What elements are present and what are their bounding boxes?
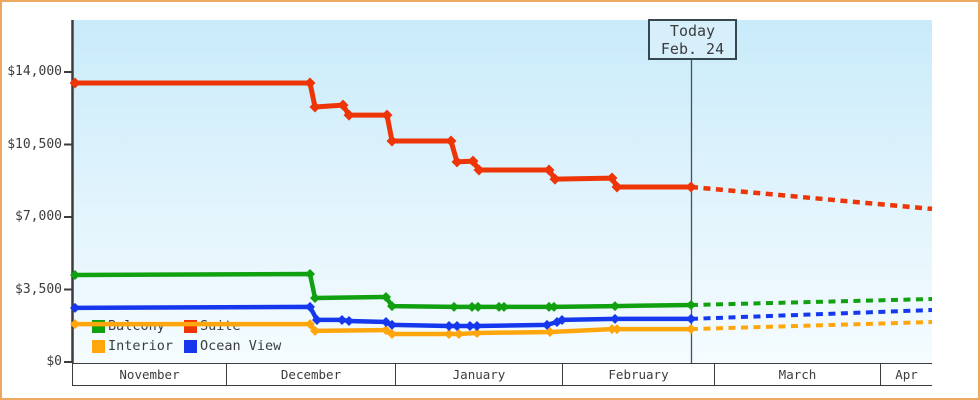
y-axis-tick-label: $10,500 bbox=[7, 136, 62, 152]
legend-item-ocean-view: Ocean View bbox=[184, 336, 281, 356]
month-cell-november: November bbox=[72, 363, 226, 386]
y-axis-tick-label: $3,500 bbox=[15, 281, 62, 297]
today-callout-line2: Feb. 24 bbox=[660, 40, 725, 58]
month-cell-december: December bbox=[226, 363, 395, 386]
ocean-view-legend-swatch-icon bbox=[184, 339, 197, 353]
series-suite bbox=[69, 77, 933, 212]
today-callout-line1: Today bbox=[669, 22, 716, 40]
month-cell-march: March bbox=[714, 363, 880, 386]
series-balcony bbox=[70, 268, 933, 312]
y-axis-tick-label: $0 bbox=[46, 354, 62, 369]
legend-label: Ocean View bbox=[200, 338, 282, 354]
series-ocean-view bbox=[70, 301, 933, 331]
series-interior bbox=[70, 319, 933, 340]
interior-legend-swatch-icon bbox=[92, 339, 105, 353]
y-axis-tick-label: $14,000 bbox=[7, 64, 62, 79]
month-cell-february: February bbox=[562, 363, 714, 386]
month-cell-april: Apr bbox=[880, 363, 932, 386]
legend-item-interior: Interior bbox=[92, 336, 184, 356]
month-cell-january: January bbox=[395, 363, 562, 386]
legend-label: Interior bbox=[108, 338, 174, 354]
y-axis-tick-label: $7,000 bbox=[15, 209, 62, 224]
today-callout: Today Feb. 24 bbox=[648, 19, 737, 60]
